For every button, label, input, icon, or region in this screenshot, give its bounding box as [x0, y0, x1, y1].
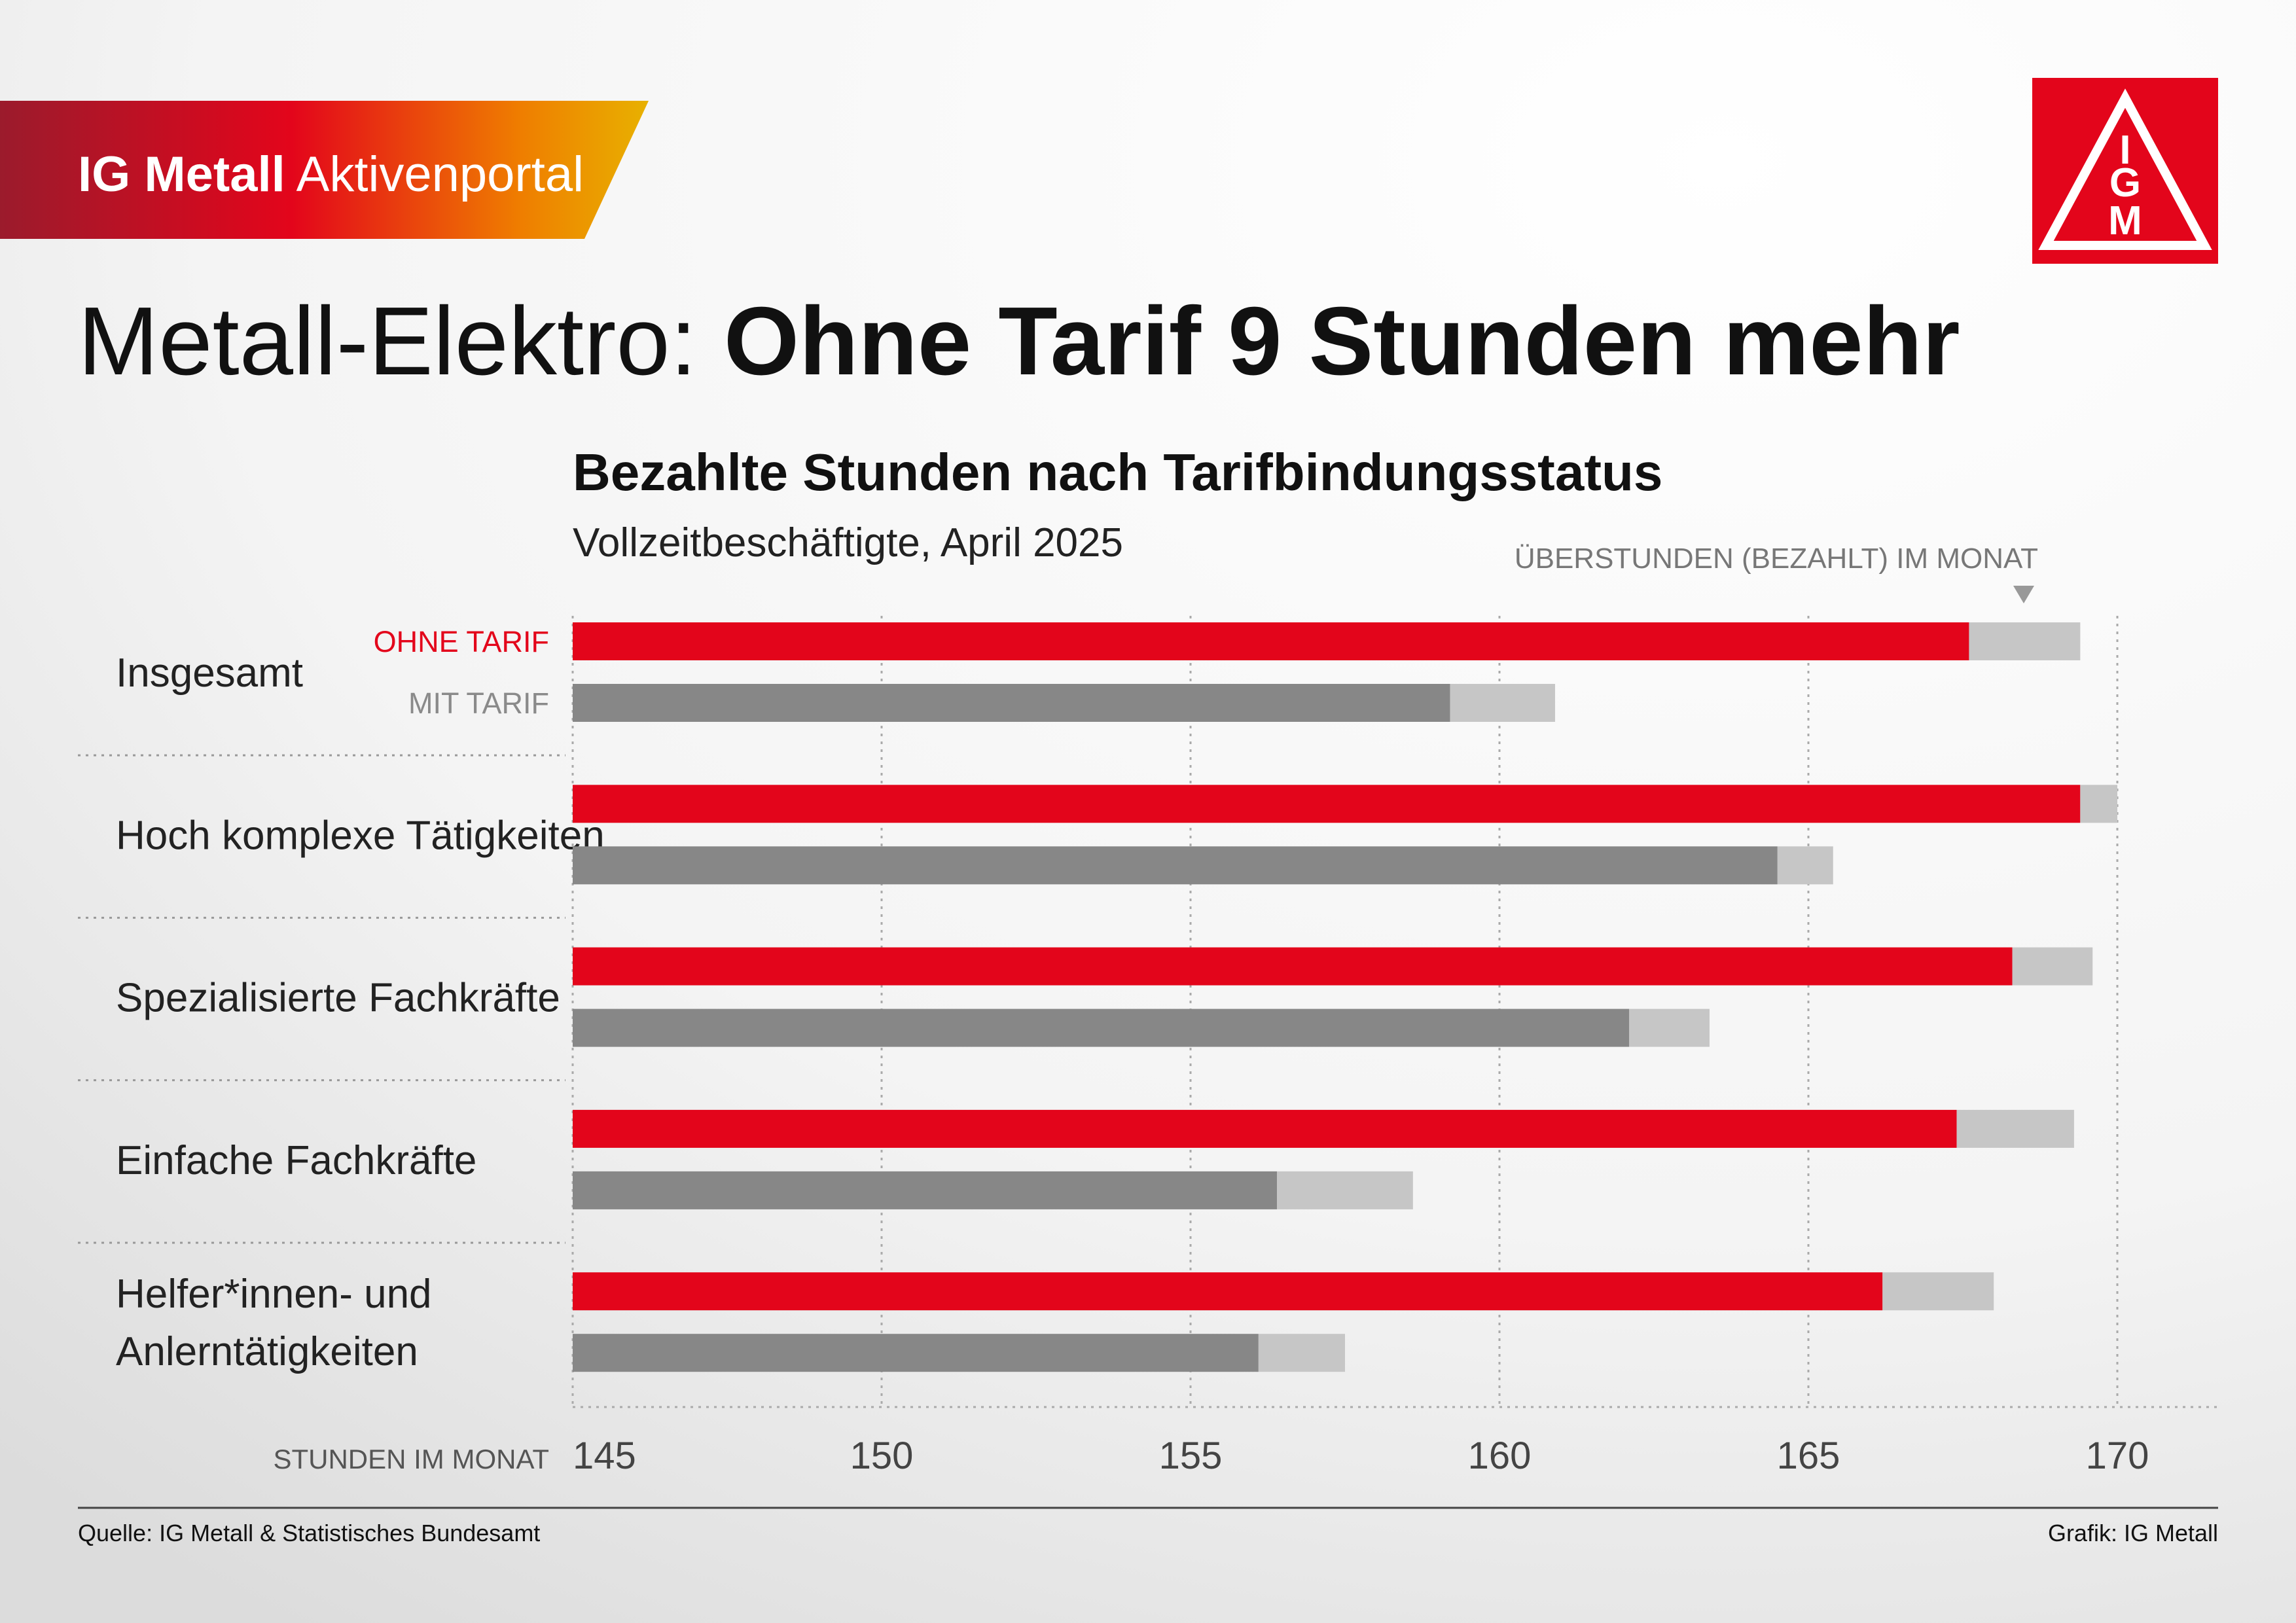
category-label: Einfache Fachkräfte — [116, 1138, 476, 1183]
credit: Grafik: IG Metall — [2048, 1520, 2218, 1546]
logo-letter: I — [2119, 128, 2130, 173]
banner-text: IG Metall Aktivenportal — [78, 147, 584, 202]
overtime-bar — [2080, 785, 2117, 823]
brand: IG Metall — [78, 147, 285, 202]
logo: I G M — [2032, 78, 2218, 264]
page-title: Metall-Elektro: Ohne Tarif 9 Stunden meh… — [78, 287, 1960, 395]
annotation: ÜBERSTUNDEN (BEZAHLT) IM MONAT — [1515, 543, 2038, 575]
overtime-bar — [1258, 1334, 1345, 1372]
chart-title: Bezahlte Stunden nach Tarifbindungsstatu… — [573, 443, 1662, 501]
title-light: Metall-Elektro: — [78, 287, 697, 395]
source: Quelle: IG Metall & Statistisches Bundes… — [78, 1520, 540, 1546]
x-tick-label: 150 — [850, 1435, 914, 1477]
overtime-bar — [1777, 846, 1833, 885]
overtime-bar — [1956, 1109, 2074, 1148]
bar — [573, 1008, 1630, 1047]
chart-subtitle: Vollzeitbeschäftigte, April 2025 — [573, 520, 1123, 565]
bar — [573, 684, 1450, 722]
annotation-arrow — [2013, 586, 2034, 603]
category-label: Helfer*innen- und Anlerntätigkeiten — [116, 1272, 432, 1374]
bar — [573, 947, 2013, 986]
category-line: Anlerntätigkeiten — [116, 1329, 418, 1374]
x-axis-label: STUNDEN IM MONAT — [273, 1444, 549, 1474]
bar — [573, 1109, 1957, 1148]
bar — [573, 846, 1778, 885]
bar — [573, 1272, 1883, 1311]
overtime-bar — [1450, 684, 1555, 722]
x-tick-label: 170 — [2086, 1435, 2149, 1477]
x-tick-label: 165 — [1777, 1435, 1840, 1477]
logo-triangle — [2038, 88, 2212, 250]
bar — [573, 785, 2081, 823]
bar — [573, 1171, 1278, 1209]
title-bold: Ohne Tarif 9 Stunden mehr — [724, 287, 1960, 395]
overtime-bar — [1629, 1008, 1710, 1047]
overtime-bar — [2012, 947, 2093, 986]
category-line: Hoch komplexe Tätigkeiten — [116, 813, 605, 858]
series-label: MIT TARIF — [408, 687, 549, 720]
portal: Aktivenportal — [296, 147, 584, 202]
category-label: Hoch komplexe Tätigkeiten — [116, 813, 605, 858]
category-label: Spezialisierte Fachkräfte — [116, 976, 560, 1021]
logo-letter: M — [2108, 198, 2142, 243]
bar — [573, 1334, 1259, 1372]
x-tick-label: 145 — [573, 1435, 636, 1477]
logo-letter: G — [2109, 160, 2141, 205]
category-line: Spezialisierte Fachkräfte — [116, 976, 560, 1021]
overtime-bar — [1882, 1272, 1994, 1311]
category-label: Insgesamt — [116, 651, 303, 696]
x-tick-label: 155 — [1159, 1435, 1223, 1477]
category-line: Einfache Fachkräfte — [116, 1138, 476, 1183]
logo-box — [2032, 78, 2218, 264]
overtime-bar — [1969, 622, 2081, 660]
banner — [0, 101, 649, 239]
bar — [573, 622, 1969, 660]
overtime-bar — [1277, 1171, 1413, 1209]
category-line: Helfer*innen- und — [116, 1272, 432, 1317]
category-line: Insgesamt — [116, 651, 303, 696]
series-label: OHNE TARIF — [374, 625, 549, 658]
x-tick-label: 160 — [1468, 1435, 1532, 1477]
